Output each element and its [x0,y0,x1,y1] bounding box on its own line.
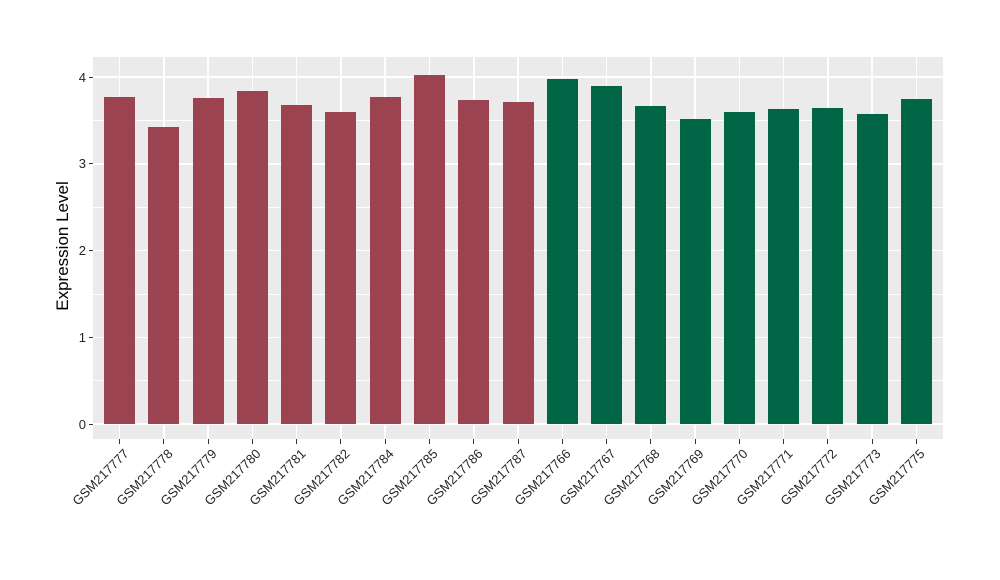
y-tick-mark [88,250,93,252]
x-tick-mark [517,439,519,444]
x-tick-mark [827,439,829,444]
x-tick-mark [561,439,563,444]
x-tick-mark [207,439,209,444]
bar-GSM217780 [236,91,268,424]
bar-GSM217769 [679,118,711,424]
bar-GSM217784 [369,97,401,424]
y-tick-mark [88,163,93,165]
y-tick-mark [88,76,93,78]
x-tick-mark [428,439,430,444]
x-tick-mark [606,439,608,444]
bar-GSM217770 [723,111,755,424]
y-tick-label: 3 [78,156,86,172]
bar-GSM217773 [856,114,888,424]
x-tick-mark [384,439,386,444]
x-tick-mark [119,439,121,444]
bar-GSM217775 [900,98,932,424]
y-tick-mark [88,336,93,338]
y-tick-label: 0 [78,416,86,432]
bar-GSM217772 [812,108,844,424]
bar-GSM217782 [325,111,357,424]
bar-GSM217781 [281,104,313,424]
bar-GSM217785 [413,74,445,424]
x-tick-mark [871,439,873,444]
x-tick-mark [296,439,298,444]
x-tick-mark [473,439,475,444]
plot-panel [93,57,943,439]
bar-GSM217779 [192,98,224,424]
gridline-major [93,76,943,78]
x-tick-mark [340,439,342,444]
y-tick-label: 2 [78,243,86,259]
y-tick-label: 1 [78,329,86,345]
x-tick-mark [738,439,740,444]
bar-GSM217768 [635,105,667,424]
x-tick-mark [650,439,652,444]
bar-GSM217766 [546,78,578,424]
x-tick-mark [694,439,696,444]
x-tick-mark [915,439,917,444]
bar-GSM217767 [591,85,623,424]
bar-GSM217787 [502,102,534,424]
y-tick-mark [88,423,93,425]
x-tick-mark [163,439,165,444]
x-tick-mark [783,439,785,444]
y-tick-label: 4 [78,69,86,85]
bar-GSM217786 [458,99,490,424]
x-tick-mark [251,439,253,444]
bar-GSM217777 [104,97,136,424]
bar-GSM217778 [148,126,180,424]
gridline-major [93,423,943,425]
bar-GSM217771 [768,109,800,424]
